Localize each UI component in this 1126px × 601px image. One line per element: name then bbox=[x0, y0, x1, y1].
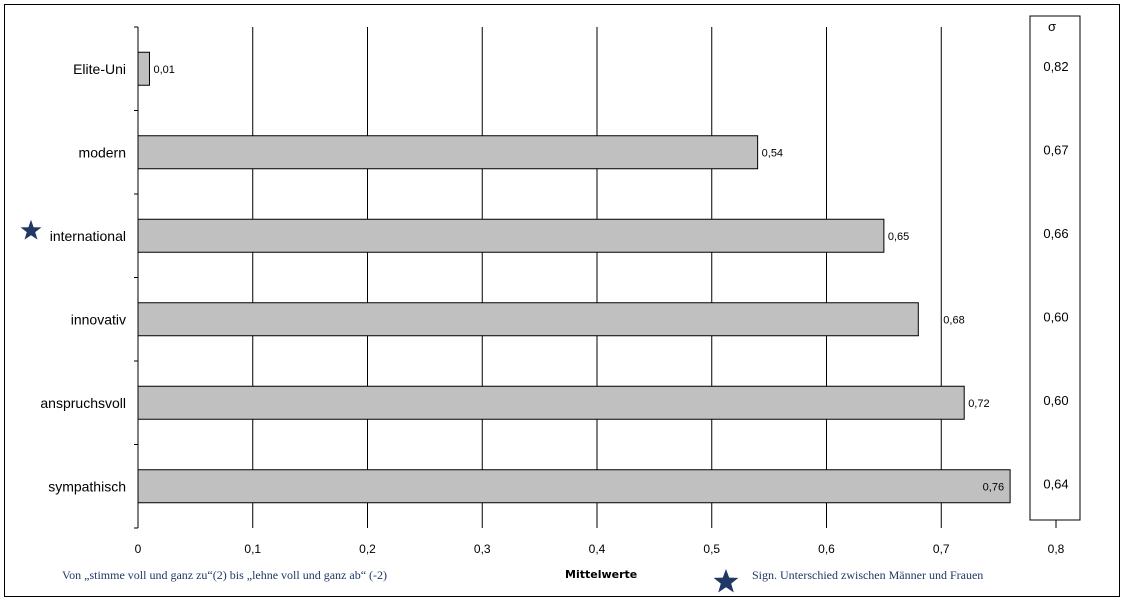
data-label: 0,76 bbox=[983, 481, 1004, 493]
legend-star-icon bbox=[713, 569, 739, 593]
sigma-value: 0,64 bbox=[1043, 476, 1068, 491]
x-tick-label: 0 bbox=[135, 542, 142, 556]
x-axis-title: Mittelwerte bbox=[565, 568, 637, 581]
x-tick-label: 0,6 bbox=[818, 542, 835, 556]
x-tick-label: 0,2 bbox=[359, 542, 376, 556]
category-label: modern bbox=[79, 144, 126, 160]
sigma-value: 0,67 bbox=[1043, 142, 1068, 157]
data-label: 0,65 bbox=[888, 231, 909, 243]
x-tick-label: 0,8 bbox=[1048, 542, 1065, 556]
data-label: 0,01 bbox=[153, 64, 174, 76]
sigma-column: σ 0,82 0,67 0,66 0,60 0,60 0,64 bbox=[1029, 15, 1081, 521]
scale-footnote: Von „stimme voll und ganz zu“(2) bis „le… bbox=[62, 568, 387, 582]
footer: Von „stimme voll und ganz zu“(2) bis „le… bbox=[62, 568, 983, 593]
category-label: anspruchsvoll bbox=[40, 395, 126, 411]
x-tick-label: 0,5 bbox=[703, 542, 720, 556]
x-tick-label: 0,3 bbox=[474, 542, 491, 556]
sigma-value: 0,66 bbox=[1043, 226, 1068, 241]
bar bbox=[137, 469, 1011, 504]
category-label: innovativ bbox=[71, 311, 126, 327]
bar bbox=[137, 135, 759, 170]
bar bbox=[137, 385, 965, 420]
sigma-header: σ bbox=[1048, 19, 1056, 34]
bar bbox=[137, 218, 885, 253]
significance-star-icon bbox=[20, 219, 42, 240]
bar bbox=[137, 51, 150, 86]
category-label: Elite-Uni bbox=[73, 61, 126, 77]
x-tick-label: 0,1 bbox=[244, 542, 261, 556]
sigma-value: 0,60 bbox=[1043, 309, 1068, 324]
category-label: international bbox=[50, 228, 126, 244]
data-label: 0,72 bbox=[968, 398, 989, 410]
data-label: 0,68 bbox=[943, 314, 964, 326]
sigma-value: 0,82 bbox=[1043, 59, 1068, 74]
bars: 0,01 0,54 0,65 0,68 0,72 0,76 bbox=[137, 51, 1011, 504]
category-labels: Elite-Uni modern international innovativ ans… bbox=[20, 61, 126, 494]
x-axis: 0 0,1 0,2 0,3 0,4 0,5 0,6 0,7 0,8 bbox=[134, 26, 1065, 556]
bar bbox=[137, 302, 919, 337]
data-label: 0,54 bbox=[762, 147, 783, 159]
sigma-value: 0,60 bbox=[1043, 393, 1068, 408]
gridlines bbox=[252, 27, 1057, 528]
sigma-box bbox=[1029, 15, 1081, 521]
significance-legend: Sign. Unterschied zwischen Männer und Fr… bbox=[752, 568, 983, 582]
category-label: sympathisch bbox=[48, 478, 126, 494]
x-tick-label: 0,7 bbox=[933, 542, 950, 556]
x-tick-label: 0,4 bbox=[589, 542, 606, 556]
